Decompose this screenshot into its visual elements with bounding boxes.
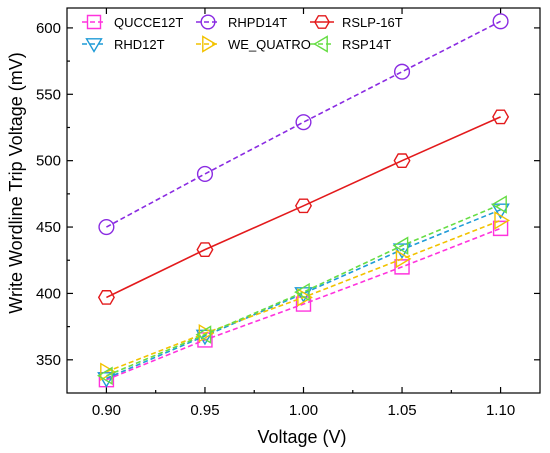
series-line: [106, 20, 501, 228]
x-tick-label: 1.05: [387, 402, 416, 419]
x-axis-title: Voltage (V): [257, 427, 346, 447]
series-rsp14t: [96, 195, 507, 386]
legend-label: WE_QUATRO: [228, 37, 311, 52]
y-tick-label: 600: [36, 20, 61, 37]
data-point: [492, 220, 509, 237]
data-point: [491, 195, 507, 214]
series-line: [106, 116, 501, 299]
chart-series: [96, 13, 511, 388]
data-point: [97, 290, 115, 305]
legend-marker: [85, 38, 103, 53]
plot-frame: [66, 7, 541, 394]
data-point: [295, 114, 312, 131]
data-point: [393, 63, 411, 80]
data-point: [196, 165, 214, 182]
data-point: [392, 236, 409, 255]
y-tick-label: 500: [36, 153, 61, 170]
legend-label: RHPD14T: [228, 15, 287, 30]
data-point: [294, 282, 310, 302]
chart-axes: 0.90 0.95 1.00 1.05 1.10 350 400 450 500 550 600: [36, 7, 541, 419]
data-point: [196, 242, 214, 257]
legend-item: RHD12T: [82, 37, 165, 53]
legend-marker: [202, 35, 217, 53]
x-tick-label: 1.00: [289, 402, 318, 419]
series-rslp-16t: [97, 109, 510, 305]
data-point: [492, 13, 509, 30]
series-line: [106, 227, 501, 381]
y-tick-label: 550: [36, 86, 61, 103]
data-point: [96, 366, 113, 386]
data-point: [395, 249, 412, 269]
legend-marker: [86, 14, 102, 30]
legend-item: RSLP-16T: [310, 15, 403, 30]
legend-item: QUCCE12T: [82, 14, 183, 30]
data-point: [294, 198, 313, 214]
data-point: [492, 109, 510, 125]
legend-label: RHD12T: [114, 37, 165, 52]
x-tick-label: 0.90: [92, 402, 121, 419]
data-point: [195, 325, 212, 344]
series-qucce12t: [98, 220, 509, 388]
series-rhpd14t: [98, 13, 509, 236]
legend-item: RHPD14T: [196, 14, 287, 30]
chart-legend: QUCCE12T RHPD14T RSLP-16T RHD12T WE_QUATRO RS…: [82, 14, 403, 53]
legend-marker: [314, 15, 330, 29]
series-rhd12t: [97, 203, 510, 388]
y-tick-label: 350: [36, 352, 61, 369]
series-line: [106, 203, 501, 377]
legend-item: WE_QUATRO: [196, 35, 311, 53]
y-tick-label: 400: [36, 285, 61, 302]
data-point: [393, 153, 411, 169]
data-point: [392, 243, 412, 260]
data-point: [297, 288, 313, 307]
x-tick-label: 0.95: [190, 402, 219, 419]
legend-label: QUCCE12T: [114, 15, 183, 30]
y-axis-title: Write Wordline Trip Voltage (mV): [6, 52, 26, 313]
data-point: [98, 219, 115, 236]
series-line: [106, 209, 501, 380]
legend-marker: [313, 35, 328, 53]
legend-label: RSLP-16T: [342, 15, 403, 30]
data-point: [494, 211, 511, 230]
legend-item: RSP14T: [310, 35, 391, 53]
y-tick-label: 450: [36, 219, 61, 236]
data-point: [394, 259, 410, 275]
legend-marker: [200, 14, 216, 30]
legend-label: RSP14T: [342, 37, 391, 52]
x-tick-label: 1.10: [486, 402, 515, 419]
